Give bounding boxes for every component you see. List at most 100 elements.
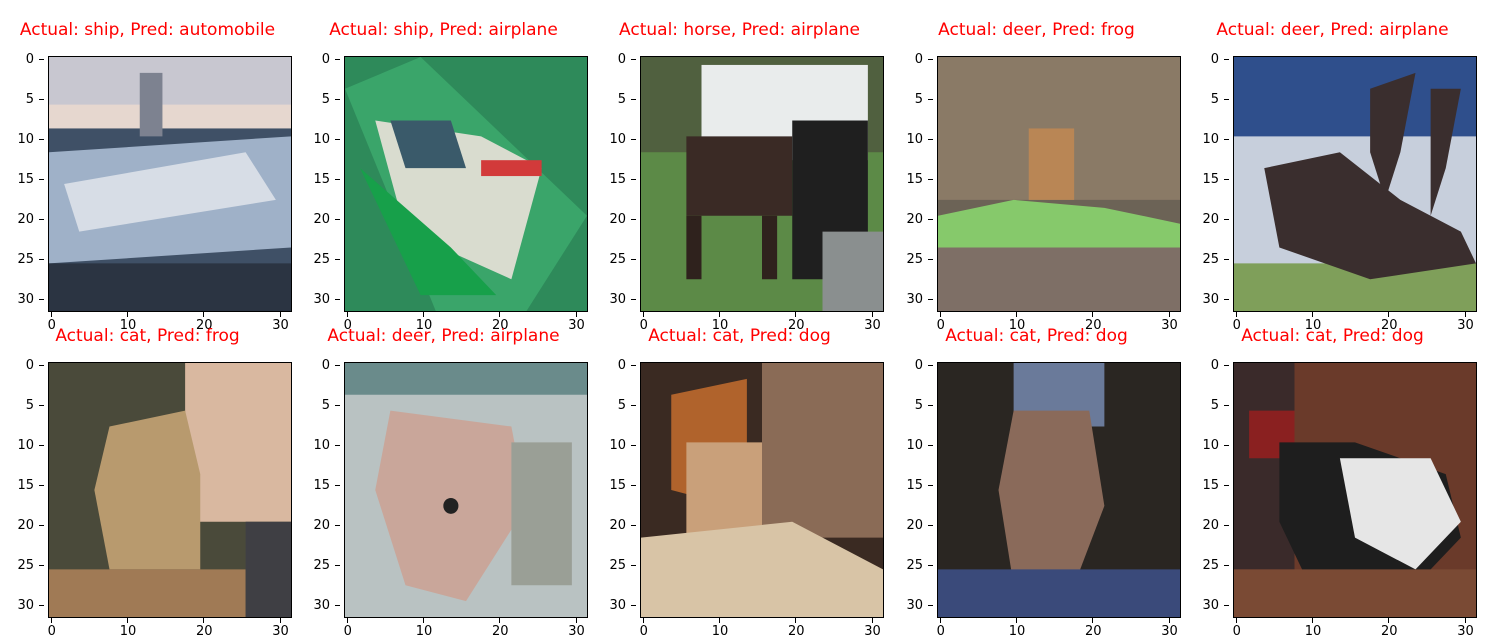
x-tick-label: 10 — [1008, 624, 1026, 639]
x-tick-label: 10 — [119, 318, 137, 333]
y-tick-mark — [928, 605, 933, 606]
y-tick-mark — [335, 365, 340, 366]
image-panel: Actual: deer, Pred: airplane 0 5 10 15 20 25 30… — [1185, 18, 1480, 333]
y-tick-label: 5 — [25, 92, 34, 107]
y-tick-label: 20 — [906, 518, 923, 533]
y-tick-mark — [335, 299, 340, 300]
y-tick-label: 30 — [609, 292, 626, 307]
panel-title: Actual: ship, Pred: airplane — [329, 20, 558, 40]
x-tick: 0 — [926, 618, 956, 640]
x-tick: 10 — [1002, 312, 1032, 334]
image-panel: Actual: horse, Pred: airplane 0 5 10 15 20 25 3… — [592, 18, 887, 333]
x-tick-mark — [1464, 312, 1466, 317]
sample-image — [1234, 363, 1476, 617]
x-tick: 0 — [926, 312, 956, 334]
y-tick-mark — [1224, 525, 1229, 526]
y-tick-label: 0 — [617, 52, 626, 67]
y-tick: 25 — [1185, 252, 1229, 268]
image-axes — [1233, 56, 1477, 312]
y-tick-mark — [631, 139, 636, 140]
y-tick: 20 — [889, 518, 933, 534]
x-tick-mark — [499, 618, 501, 623]
image-axes — [937, 362, 1181, 618]
y-tick-mark — [631, 219, 636, 220]
y-tick-mark — [1224, 365, 1229, 366]
y-tick-label: 10 — [1202, 438, 1219, 453]
y-tick-mark — [335, 405, 340, 406]
y-tick: 15 — [1185, 478, 1229, 494]
y-tick: 25 — [296, 252, 340, 268]
y-tick-label: 30 — [1202, 598, 1219, 613]
sample-image — [641, 57, 883, 311]
y-tick-label: 10 — [609, 132, 626, 147]
x-tick-label: 30 — [864, 624, 881, 639]
y-tick: 5 — [296, 92, 340, 108]
y-tick-label: 15 — [17, 478, 34, 493]
y-tick-mark — [1224, 485, 1229, 486]
x-tick: 10 — [113, 618, 143, 640]
y-tick: 0 — [889, 358, 933, 374]
y-tick-mark — [631, 565, 636, 566]
sample-image — [938, 57, 1180, 311]
y-tick: 20 — [296, 212, 340, 228]
y-tick-label: 25 — [609, 558, 626, 573]
y-tick-mark — [928, 219, 933, 220]
x-tick-mark — [1312, 618, 1314, 623]
y-tick-label: 5 — [321, 92, 330, 107]
x-tick-label: 0 — [343, 318, 352, 333]
x-tick: 20 — [189, 312, 219, 334]
x-tick-label: 20 — [788, 318, 805, 333]
y-tick-label: 0 — [25, 358, 34, 373]
y-tick-mark — [39, 259, 44, 260]
x-tick: 10 — [409, 618, 439, 640]
x-tick-mark — [1016, 618, 1018, 623]
y-tick-mark — [39, 299, 44, 300]
y-tick-label: 15 — [906, 478, 923, 493]
y-tick: 25 — [0, 558, 44, 574]
x-tick-label: 20 — [196, 624, 213, 639]
y-tick-label: 25 — [17, 252, 34, 267]
x-tick-mark — [423, 618, 425, 623]
y-tick-mark — [1224, 299, 1229, 300]
panel-title: Actual: deer, Pred: airplane — [1216, 20, 1449, 40]
image-axes — [937, 56, 1181, 312]
y-tick-mark — [335, 99, 340, 100]
image-panel: Actual: deer, Pred: frog 0 5 10 15 20 25 30 0 10 2… — [889, 18, 1184, 333]
y-tick-mark — [631, 259, 636, 260]
x-tick-label: 0 — [936, 624, 945, 639]
image-axes — [1233, 362, 1477, 618]
x-tick-label: 0 — [47, 318, 56, 333]
image-panel: Actual: cat, Pred: dog 0 5 10 15 20 25 30 0 10 20 3… — [592, 324, 887, 639]
x-tick: 30 — [1451, 618, 1481, 640]
y-tick-mark — [335, 525, 340, 526]
y-tick-label: 20 — [609, 212, 626, 227]
y-tick: 20 — [296, 518, 340, 534]
y-tick-mark — [631, 525, 636, 526]
x-tick-mark — [50, 618, 52, 623]
y-tick-mark — [1224, 605, 1229, 606]
y-tick-label: 25 — [906, 252, 923, 267]
x-tick-label: 20 — [1085, 624, 1102, 639]
y-tick: 5 — [592, 92, 636, 108]
y-tick: 15 — [592, 172, 636, 188]
y-tick-mark — [928, 405, 933, 406]
x-tick: 0 — [1222, 312, 1252, 334]
x-tick-label: 20 — [788, 624, 805, 639]
y-tick: 0 — [0, 52, 44, 68]
y-tick-label: 25 — [17, 558, 34, 573]
y-tick: 25 — [296, 558, 340, 574]
y-tick-mark — [335, 219, 340, 220]
y-tick: 20 — [592, 518, 636, 534]
x-tick: 20 — [1078, 618, 1108, 640]
image-panel: Actual: cat, Pred: dog 0 5 10 15 20 25 30 0 10 20 3… — [1185, 324, 1480, 639]
y-tick-mark — [1224, 99, 1229, 100]
y-tick: 30 — [1185, 598, 1229, 614]
y-tick-mark — [39, 179, 44, 180]
x-tick-mark — [346, 312, 348, 317]
y-tick-mark — [928, 99, 933, 100]
y-tick: 10 — [889, 438, 933, 454]
y-tick: 10 — [889, 132, 933, 148]
y-tick: 30 — [1185, 292, 1229, 308]
y-tick-label: 15 — [906, 172, 923, 187]
